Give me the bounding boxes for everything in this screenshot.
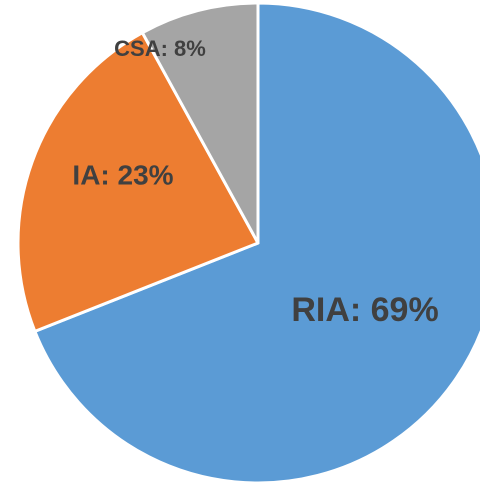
slice-label: RIA: 69% <box>291 291 438 329</box>
pie-slice <box>140 1 260 245</box>
slice-label: CSA: 8% <box>114 36 206 61</box>
pie-slice <box>16 31 260 333</box>
pie-slice <box>33 1 480 485</box>
slice-label: IA: 23% <box>72 159 173 190</box>
